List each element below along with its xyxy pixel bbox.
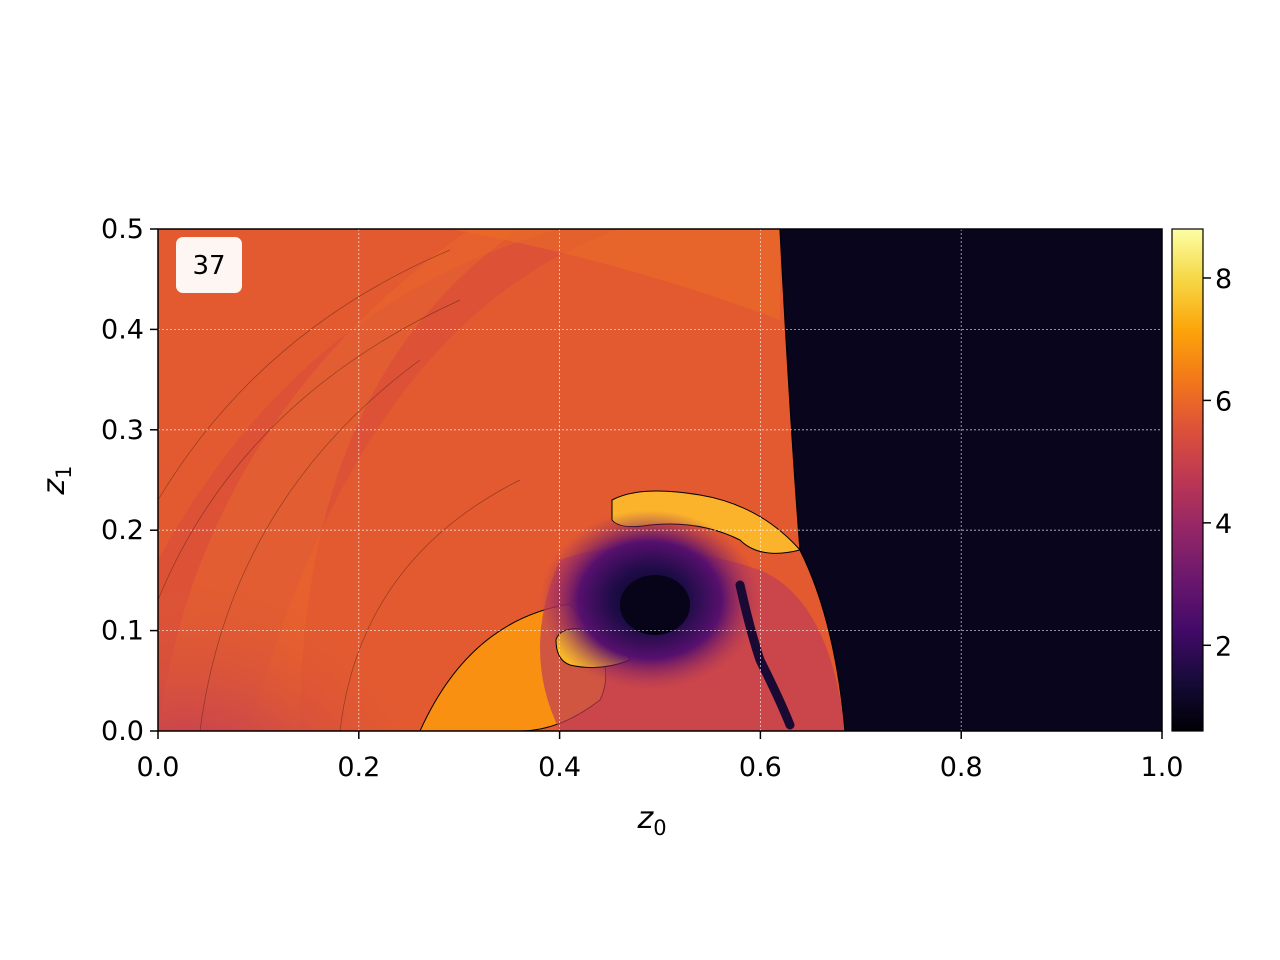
y-axis-label-sub: 1 — [52, 465, 76, 478]
contour-lines — [158, 249, 521, 731]
x-tick-label: 0.4 — [538, 752, 581, 783]
y-tick-label: 0.1 — [101, 616, 144, 647]
x-tick-label: 0.2 — [337, 752, 380, 783]
dark-region — [780, 229, 1162, 731]
panel-label: 37 — [176, 237, 242, 293]
y-tick-label: 0.4 — [101, 314, 144, 345]
x-axis-label: z0 — [636, 801, 666, 840]
colorbar-tick-label: 6 — [1215, 386, 1232, 417]
y-tick-label: 0.3 — [101, 415, 144, 446]
x-axis-label-base: z — [636, 801, 654, 836]
shock-front — [779, 229, 846, 731]
colorbar-gradient — [1171, 228, 1204, 732]
x-axis-ticks: 0.0 0.2 0.4 0.6 0.8 1.0 — [137, 731, 1184, 783]
y-tick-label: 0.5 — [101, 214, 144, 245]
y-axis-label-base: z — [37, 478, 72, 496]
y-tick-label: 0.0 — [101, 716, 144, 747]
plot-frame — [157, 228, 1163, 732]
colorbar-tick-label: 8 — [1215, 264, 1232, 295]
heatmap-field — [158, 229, 1162, 731]
y-tick-label: 0.2 — [101, 515, 144, 546]
y-axis-ticks: 0.0 0.1 0.2 0.3 0.4 0.5 — [101, 214, 158, 747]
grid-lines — [158, 229, 1162, 731]
panel-label-text: 37 — [192, 251, 225, 281]
x-tick-label: 0.0 — [137, 752, 180, 783]
upper-band — [450, 229, 780, 320]
colorbar-tick-label: 4 — [1215, 509, 1232, 540]
x-tick-label: 0.6 — [739, 752, 782, 783]
panel-label-box — [176, 237, 242, 293]
colorbar-ticks: 2 4 6 8 — [1203, 264, 1232, 662]
vortex-center — [620, 575, 690, 635]
x-tick-label: 0.8 — [940, 752, 983, 783]
colorbar: 2 4 6 8 — [1171, 228, 1232, 732]
y-axis-label: z1 — [37, 465, 76, 495]
x-axis-label-sub: 0 — [653, 816, 666, 840]
lower-left-region — [158, 471, 490, 731]
x-tick-label: 1.0 — [1141, 752, 1184, 783]
jet-filament — [735, 580, 795, 730]
colorbar-tick-label: 2 — [1215, 631, 1232, 662]
